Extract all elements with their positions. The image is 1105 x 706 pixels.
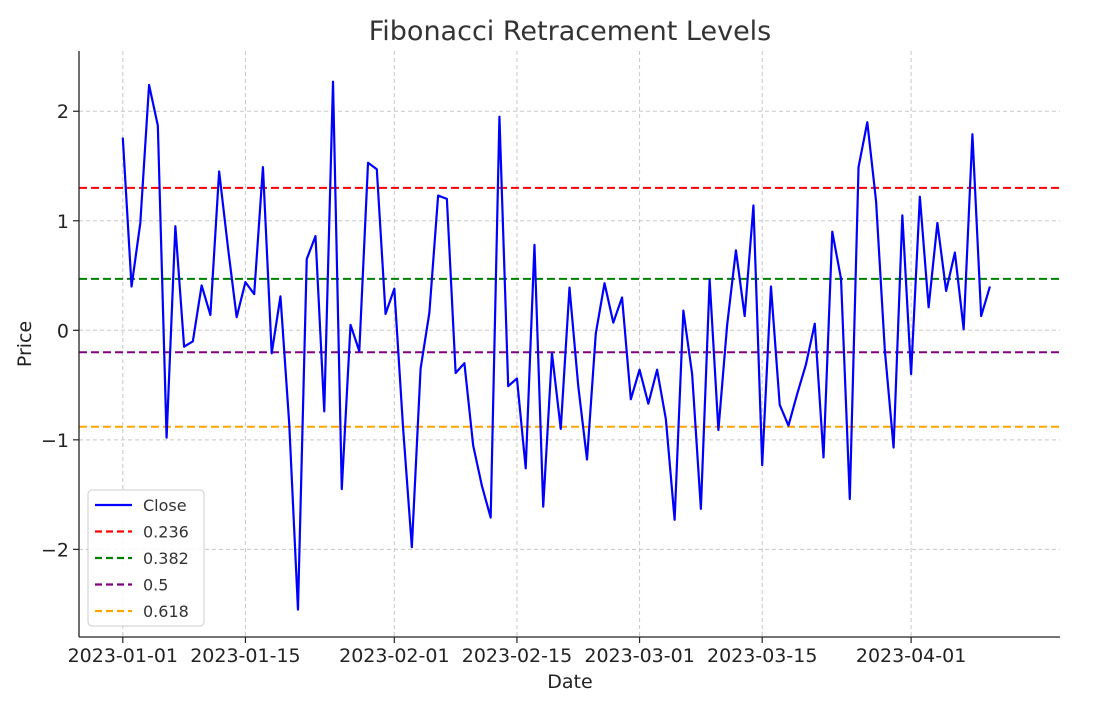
x-tick-label: 2023-02-15 [462,645,572,667]
x-tick-label: 2023-04-01 [856,645,966,667]
legend-label: 0.236 [143,523,189,542]
y-tick-label: 1 [57,211,69,233]
legend-box [87,489,205,627]
legend-label: 0.382 [143,549,189,568]
grid [79,51,1060,637]
x-tick-label: 2023-03-01 [584,645,694,667]
legend-label: 0.5 [143,576,168,595]
y-tick-label: 2 [57,101,69,123]
x-tick-label: 2023-03-15 [707,645,817,667]
axes [78,51,1060,638]
x-tick-label: 2023-01-01 [68,645,178,667]
y-tick-label: −2 [41,539,69,561]
chart-title: Fibonacci Retracement Levels [369,16,772,47]
series-group [121,80,991,611]
series-line-close [121,80,991,611]
y-ticks: −2 −1 0 1 2 [41,101,79,561]
legend-label: Close [143,496,187,515]
legend: Close 0.236 0.382 0.5 0.618 [87,489,205,627]
y-axis-label: Price [14,321,36,367]
y-tick-label: −1 [41,430,69,452]
x-ticks: 2023-01-01 2023-01-15 2023-02-01 2023-02-15… [68,637,966,667]
x-tick-label: 2023-02-01 [339,645,449,667]
x-tick-label: 2023-01-15 [190,645,300,667]
x-axis-label: Date [547,671,592,693]
y-tick-label: 0 [57,320,69,342]
legend-label: 0.618 [143,602,189,621]
